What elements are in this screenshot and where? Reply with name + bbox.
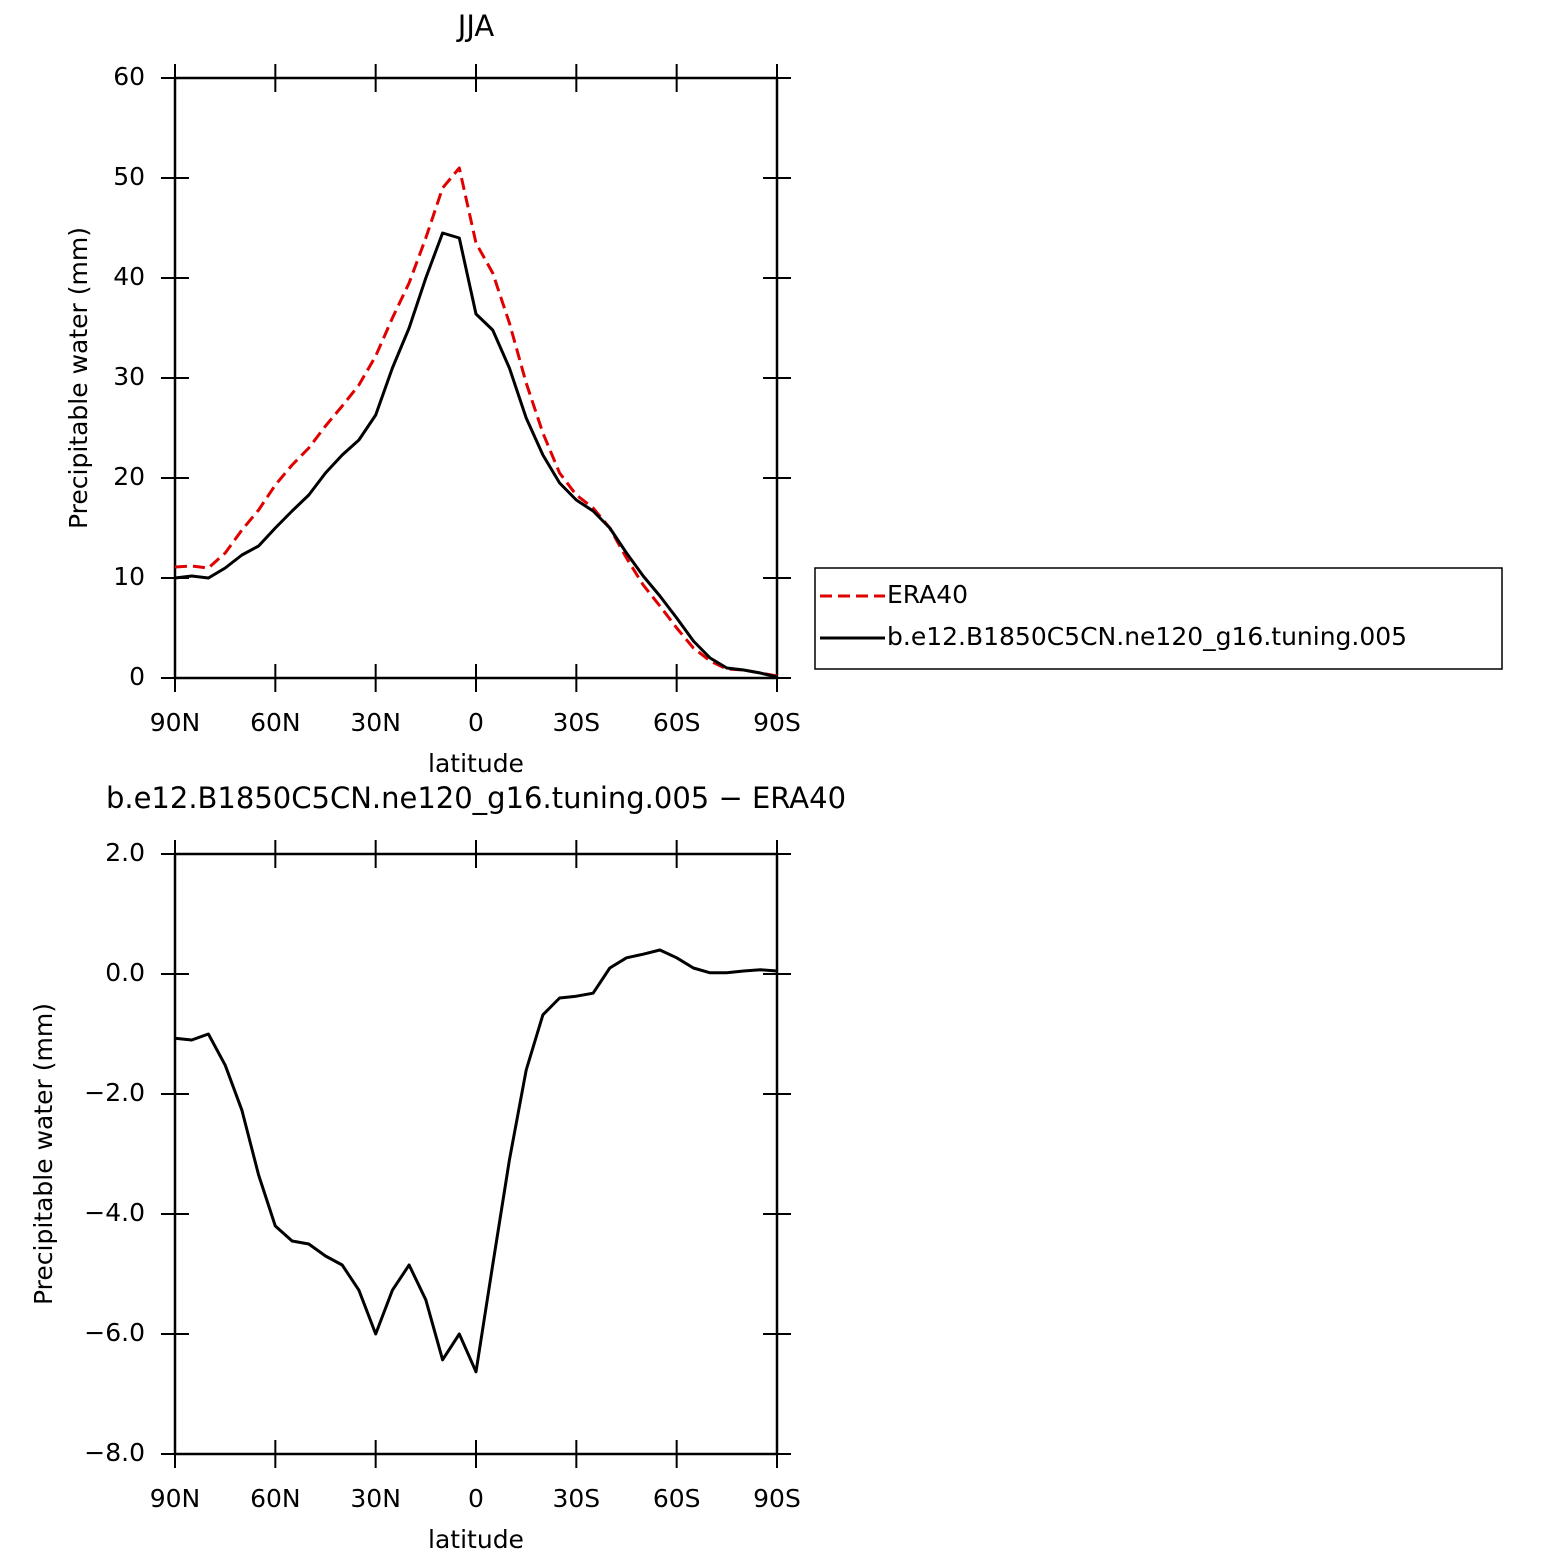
chart-title: JJA	[456, 9, 495, 43]
y-tick-label: −2.0	[84, 1078, 145, 1107]
x-tick-label: 30S	[552, 1484, 600, 1513]
x-axis-label: latitude	[428, 749, 524, 778]
x-tick-label: 60S	[653, 1484, 701, 1513]
x-tick-label: 60N	[250, 1484, 301, 1513]
y-tick-label: 60	[113, 62, 145, 91]
x-tick-label: 90S	[753, 1484, 801, 1513]
y-tick-label: 0	[129, 662, 145, 691]
y-tick-label: 0.0	[105, 958, 145, 987]
y-axis-label: Precipitable water (mm)	[29, 1003, 58, 1305]
y-tick-label: −6.0	[84, 1318, 145, 1347]
x-axis-label: latitude	[428, 1525, 524, 1554]
plot-frame	[173, 76, 779, 680]
x-tick-label: 30N	[350, 708, 401, 737]
data-line	[174, 166, 778, 678]
y-tick-label: −4.0	[84, 1198, 145, 1227]
x-tick-label: 30S	[552, 708, 600, 737]
x-tick-label: 0	[468, 1484, 484, 1513]
data-line	[174, 948, 778, 1374]
y-tick-label: 40	[113, 262, 145, 291]
x-tick-label: 90S	[753, 708, 801, 737]
chart-title: b.e12.B1850C5CN.ne120_g16.tuning.005 − E…	[106, 781, 846, 815]
y-tick-label: 50	[113, 162, 145, 191]
legend-label: ERA40	[887, 580, 968, 609]
legend-label: b.e12.B1850C5CN.ne120_g16.tuning.005	[887, 622, 1407, 651]
x-tick-label: 60N	[250, 708, 301, 737]
x-tick-label: 90N	[150, 708, 201, 737]
y-tick-label: 2.0	[105, 838, 145, 867]
y-tick-label: −8.0	[84, 1438, 145, 1467]
y-tick-label: 10	[113, 562, 145, 591]
legend-box	[814, 567, 1503, 670]
x-tick-label: 30N	[350, 1484, 401, 1513]
y-tick-label: 20	[113, 462, 145, 491]
x-tick-label: 0	[468, 708, 484, 737]
y-axis-label: Precipitable water (mm)	[64, 227, 93, 529]
y-tick-label: 30	[113, 362, 145, 391]
data-line	[174, 231, 778, 679]
x-tick-label: 90N	[150, 1484, 201, 1513]
x-tick-label: 60S	[653, 708, 701, 737]
